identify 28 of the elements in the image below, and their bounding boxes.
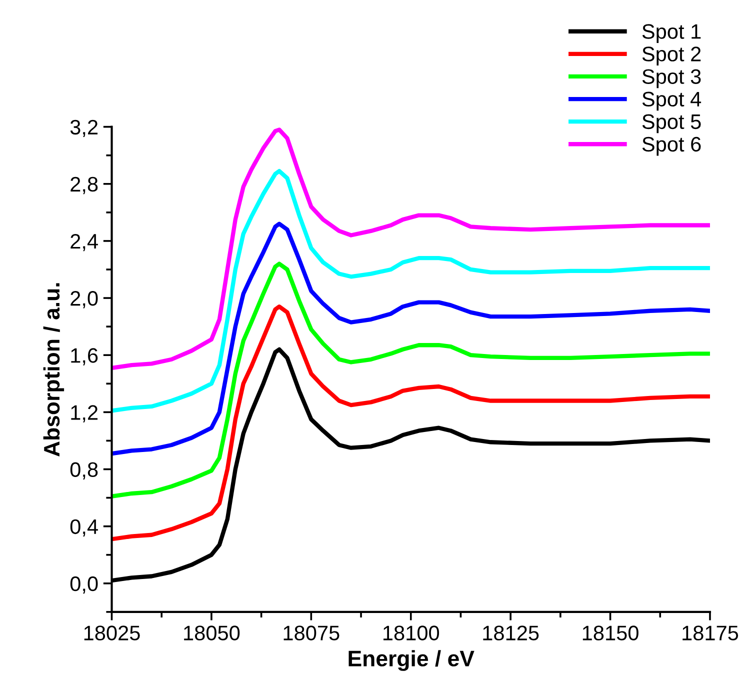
x-axis-title: Energie / eV xyxy=(348,650,474,671)
legend-label: Spot 3 xyxy=(642,69,701,88)
legend-label: Spot 1 xyxy=(642,24,701,43)
x-tick-label: 18150 xyxy=(582,626,638,640)
y-tick-label: 0,8 xyxy=(70,462,98,480)
x-tick-label: 18125 xyxy=(483,626,539,640)
x-tick-label: 18175 xyxy=(682,626,738,640)
legend-label: Spot 2 xyxy=(642,46,701,66)
y-tick-label: 2,4 xyxy=(70,234,98,252)
y-tick-label: 2,0 xyxy=(70,291,98,308)
y-tick-label: 3,2 xyxy=(70,120,98,138)
legend-label: Spot 6 xyxy=(642,136,701,156)
y-axis-title: Absorption / a.u. xyxy=(43,283,64,456)
x-tick-label: 18025 xyxy=(84,626,140,640)
x-tick-label: 18100 xyxy=(383,626,440,640)
line-series xyxy=(112,168,710,413)
x-tick-label: 18075 xyxy=(284,626,340,640)
x-tick-label: 18050 xyxy=(184,626,240,640)
legend-label: Spot 5 xyxy=(642,114,701,134)
line-series xyxy=(112,222,710,456)
line-series xyxy=(112,262,710,498)
y-tick-label: 1,6 xyxy=(71,348,98,366)
y-tick-label: 2,8 xyxy=(70,176,98,194)
legend-label: Spot 4 xyxy=(642,92,702,111)
y-tick-label: 0,0 xyxy=(70,576,98,594)
line-series xyxy=(112,304,710,542)
y-tick-label: 1,2 xyxy=(71,405,98,422)
y-tick-label: 0,4 xyxy=(70,519,98,537)
